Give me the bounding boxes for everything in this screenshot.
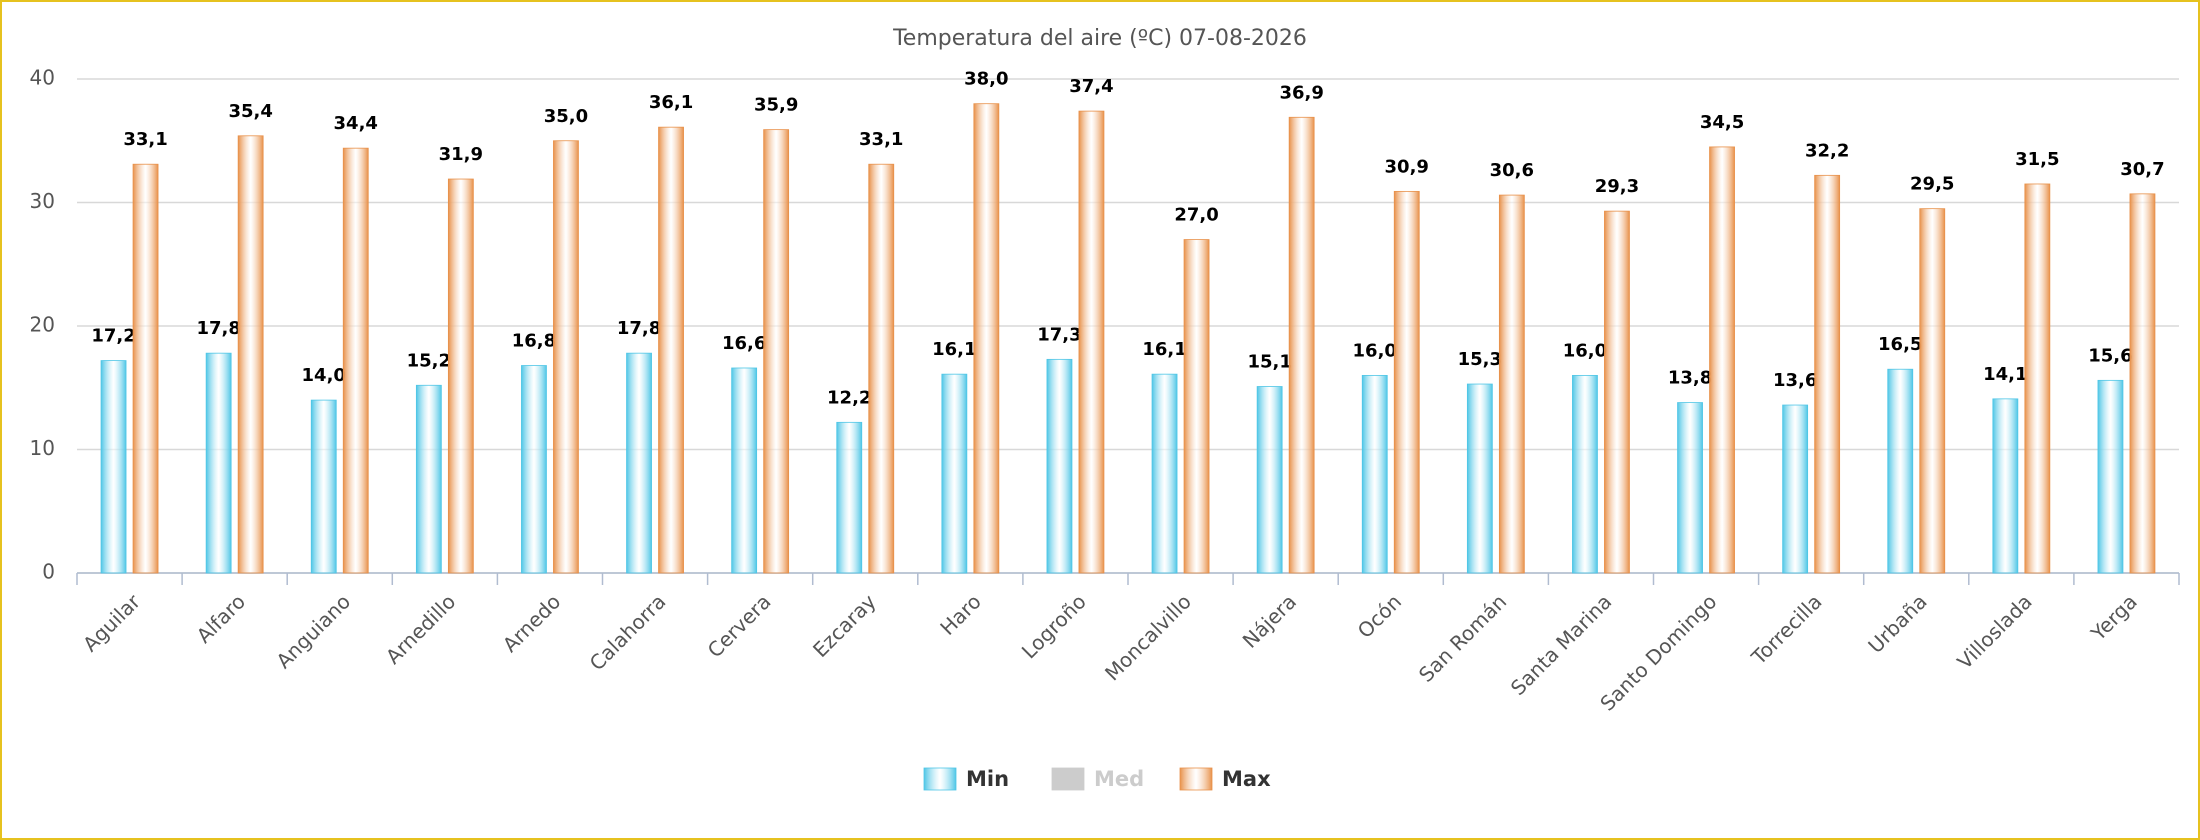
bar (100, 360, 127, 574)
data-label: 14,0 (302, 365, 346, 386)
bar (553, 140, 579, 574)
bar (1992, 398, 2019, 574)
bar (1604, 210, 1630, 574)
bar (1709, 146, 1735, 574)
data-label: 32,2 (1805, 140, 1849, 161)
bar (1046, 358, 1073, 574)
data-label: 31,9 (439, 144, 483, 165)
legend-swatch (923, 767, 957, 791)
data-label: 31,5 (2015, 149, 2059, 170)
bar (626, 352, 652, 574)
bar (1078, 110, 1105, 574)
data-label: 30,7 (2120, 159, 2164, 180)
data-label: 17,3 (1037, 324, 1081, 345)
legend-label: Med (1094, 767, 1144, 791)
bar (237, 135, 264, 574)
data-label: 38,0 (964, 69, 1008, 90)
legend-swatch (1179, 767, 1213, 791)
data-label: 16,0 (1353, 340, 1397, 361)
bar (1498, 194, 1525, 574)
data-label: 15,3 (1458, 349, 1502, 370)
data-label: 17,8 (196, 318, 240, 339)
bar (2024, 183, 2051, 574)
data-label: 17,2 (91, 326, 135, 347)
data-label: 16,5 (1878, 334, 1922, 355)
bar (2129, 193, 2156, 574)
data-label: 34,5 (1700, 112, 1744, 133)
bar (1183, 239, 1210, 574)
data-label: 35,0 (544, 106, 588, 127)
data-label: 13,6 (1773, 370, 1817, 391)
data-label: 17,8 (617, 318, 661, 339)
y-tick-label: 10 (30, 436, 55, 460)
bar (1466, 383, 1493, 574)
bar (973, 103, 1000, 574)
bar (1782, 404, 1809, 574)
y-tick-label: 0 (42, 560, 55, 584)
data-label: 35,4 (228, 101, 272, 122)
data-label: 15,6 (2088, 345, 2132, 366)
bar (1151, 373, 1178, 574)
bar (1393, 190, 1420, 574)
bar (2097, 379, 2124, 574)
bar (1288, 116, 1315, 574)
data-label: 29,3 (1595, 176, 1639, 197)
bar (731, 367, 758, 574)
bar (310, 399, 337, 574)
bar (658, 126, 684, 574)
bar (342, 147, 369, 574)
data-label: 16,1 (1142, 339, 1186, 360)
legend-label: Max (1222, 767, 1271, 791)
legend-swatch (1051, 767, 1085, 791)
bar (763, 129, 790, 574)
data-label: 35,9 (754, 95, 798, 116)
y-tick-label: 20 (30, 313, 55, 337)
data-label: 36,9 (1279, 82, 1323, 103)
data-label: 16,0 (1563, 340, 1607, 361)
data-label: 36,1 (649, 92, 693, 113)
y-tick-label: 30 (30, 189, 55, 213)
data-label: 30,6 (1490, 160, 1534, 181)
data-label: 30,9 (1385, 156, 1429, 177)
bar (447, 178, 474, 574)
data-label: 15,2 (407, 350, 451, 371)
data-label: 27,0 (1174, 205, 1218, 226)
legend-label: Min (966, 767, 1009, 791)
bar (205, 352, 232, 574)
bar (1887, 368, 1914, 574)
data-label: 14,1 (1983, 364, 2027, 385)
data-label: 34,4 (334, 113, 378, 134)
data-label: 12,2 (827, 387, 871, 408)
bar (1361, 374, 1388, 574)
bar (132, 163, 159, 574)
bar (1919, 208, 1946, 574)
data-label: 16,1 (932, 339, 976, 360)
data-label: 29,5 (1910, 174, 1954, 195)
data-label: 16,8 (512, 331, 556, 352)
bar (1256, 386, 1283, 574)
data-label: 33,1 (859, 129, 903, 150)
chart-title: Temperatura del aire (ºC) 07-08-2026 (892, 26, 1307, 51)
data-label: 15,1 (1247, 352, 1291, 373)
bar (941, 373, 968, 574)
bar (1572, 374, 1598, 574)
y-tick-label: 40 (30, 66, 55, 90)
data-label: 16,6 (722, 333, 766, 354)
bar (836, 421, 863, 574)
bar (1677, 402, 1703, 574)
bar (1814, 174, 1841, 574)
data-label: 13,8 (1668, 368, 1712, 389)
bar (521, 365, 547, 574)
data-label: 37,4 (1069, 76, 1113, 97)
bar (868, 163, 895, 574)
data-label: 33,1 (123, 129, 167, 150)
bar (415, 384, 442, 574)
